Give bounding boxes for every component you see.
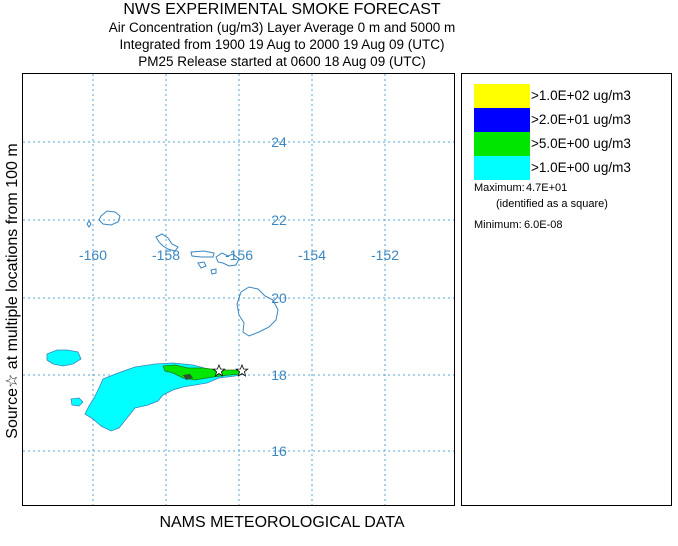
smoke-plume (46, 349, 246, 432)
lon-label-156: -156 (225, 247, 253, 263)
plume-core-marker (183, 374, 193, 380)
hawaii-coastline (236, 286, 279, 337)
integration-period: Integrated from 1900 19 Aug to 2000 19 A… (119, 37, 445, 52)
maximum-value: 4.7E+01 (526, 182, 568, 194)
lat-label-22: 22 (271, 212, 287, 228)
legend-swatch-20 (474, 108, 530, 132)
legend-label-5: >5.0E+00 ug/m3 (531, 136, 631, 151)
map-title: NWS EXPERIMENTAL SMOKE FORECAST (123, 1, 441, 18)
molokai-coastline (190, 250, 215, 258)
minimum-label: Minimum: (474, 219, 522, 231)
maximum-label: Maximum: (474, 182, 525, 194)
legend-label-1: >1.0E+00 ug/m3 (531, 160, 631, 175)
kauai-coastline (98, 210, 121, 226)
map-canvas: -160 -158 -156 -154 -152 24 22 20 18 16 (23, 74, 454, 505)
lat-label-18: 18 (271, 367, 287, 383)
plume-band-1-ug (84, 362, 246, 432)
lon-label-154: -154 (298, 247, 326, 263)
lon-label-158: -158 (152, 247, 180, 263)
release-info: PM25 Release started at 0600 18 Aug 09 (… (138, 54, 426, 69)
legend-label-20: >2.0E+01 ug/m3 (531, 112, 631, 127)
legend-swatch-100 (474, 84, 530, 108)
maximum-note: (identified as a square) (496, 198, 608, 210)
legend-label-100: >1.0E+02 ug/m3 (531, 88, 631, 103)
plume-west-patch (70, 397, 84, 407)
maui-coastline (215, 252, 240, 267)
lat-label-20: 20 (271, 290, 287, 306)
source-markers (212, 363, 249, 377)
plume-band-5-ug (162, 364, 243, 381)
lon-label-160: -160 (79, 247, 107, 263)
plume-west-blob (46, 349, 82, 367)
map-panel: -160 -158 -156 -154 -152 24 22 20 18 16 (22, 73, 455, 506)
kahoolawe-coastline (210, 268, 217, 275)
oahu-coastline (155, 233, 179, 252)
legend-swatch-5 (474, 132, 530, 156)
lanai-coastline (197, 261, 207, 269)
source-star-icon (212, 363, 226, 377)
source-side-label: Source☆ at multiple locations from 100 m (4, 143, 21, 439)
source-star-icon (235, 363, 249, 377)
legend-panel: >1.0E+02 ug/m3 >2.0E+01 ug/m3 >5.0E+00 u… (461, 73, 672, 506)
graticule (23, 74, 454, 505)
minimum-value: 6.0E-08 (524, 219, 563, 231)
concentration-subtitle: Air Concentration (ug/m3) Layer Average … (108, 20, 456, 35)
lon-label-152: -152 (371, 247, 399, 263)
lat-label-16: 16 (271, 443, 287, 459)
lat-label-24: 24 (271, 134, 287, 150)
coastlines (86, 210, 279, 337)
met-data-label: NAMS METEOROLOGICAL DATA (159, 514, 405, 531)
niihau-coastline (86, 220, 92, 228)
legend-swatch-1 (474, 156, 530, 180)
